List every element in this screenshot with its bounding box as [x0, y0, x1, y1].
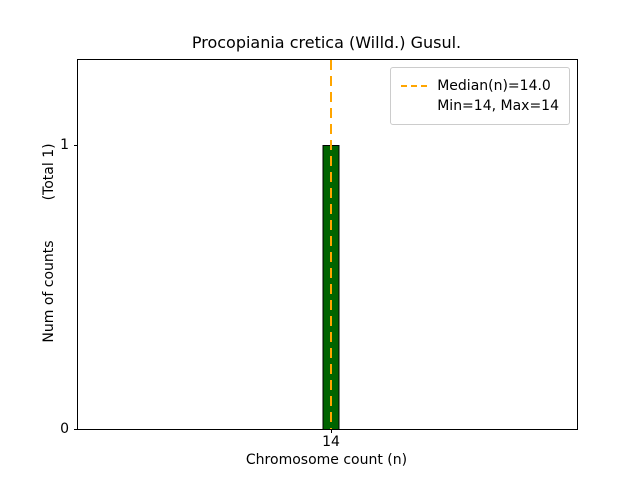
chart-title: Procopiania cretica (Willd.) Gusul. — [191, 33, 462, 52]
x-tick-mark — [330, 429, 332, 433]
y-tick-1-mark — [74, 144, 78, 146]
legend-row-median: Median(n)=14.0 — [401, 76, 559, 96]
median-dash-icon — [401, 85, 429, 87]
legend-spacer — [401, 105, 428, 107]
legend-median-label: Median(n)=14.0 — [437, 78, 551, 94]
y-tick-1: 1 — [60, 137, 69, 154]
y-axis-label-text: Num of counts — [41, 240, 57, 343]
legend: Median(n)=14.0 Min=14, Max=14 — [390, 67, 570, 125]
legend-minmax-label: Min=14, Max=14 — [437, 98, 559, 114]
legend-row-minmax: Min=14, Max=14 — [401, 96, 559, 116]
x-axis-label: Chromosome count (n) — [245, 452, 408, 468]
y-axis-total-text: (Total 1) — [41, 143, 57, 201]
x-tick-label: 14 — [322, 434, 340, 450]
y-tick-0: 0 — [60, 421, 69, 437]
plot-area: 0 1 14 Median(n)=14.0 Min=14, Max=14 — [60, 59, 578, 450]
y-axis-label: Num of counts (Total 1) — [41, 143, 57, 342]
y-tick-0-mark — [74, 428, 78, 430]
median-line — [329, 60, 332, 429]
